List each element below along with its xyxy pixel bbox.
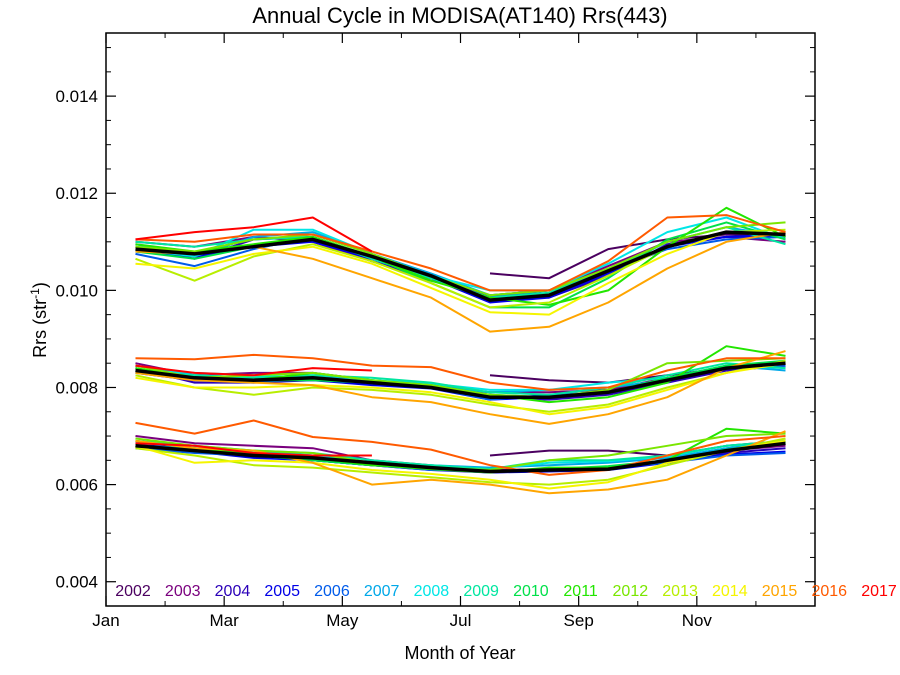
x-tick-label: Nov <box>682 611 713 630</box>
y-axis-title: Rrs (str-1) <box>28 282 50 358</box>
y-tick-label: 0.012 <box>55 184 98 203</box>
series-line-2014 <box>135 439 786 490</box>
climatology-line <box>135 361 786 399</box>
series-line-2012 <box>135 221 786 297</box>
series-line-2017 <box>135 364 372 377</box>
series-line-2014 <box>135 362 786 416</box>
plot-lines <box>135 206 786 495</box>
series-line-2013 <box>135 359 786 413</box>
series-line-2008 <box>135 216 786 292</box>
legend-label-2009: 2009 <box>463 583 499 600</box>
y-tick-label: 0.010 <box>55 281 98 300</box>
plot-frame <box>105 32 816 607</box>
y-axis-title-superscript: -1 <box>28 288 42 299</box>
y-tick-labels: 0.004 0.006 0.008 0.010 0.012 0.014 <box>55 87 98 592</box>
legend-label-2016: 2016 <box>811 583 847 600</box>
legend-label-2015: 2015 <box>762 583 798 600</box>
climatology-line <box>135 441 786 474</box>
legend: 2002 2003 2004 2005 2006 2007 2008 2009 2010 2011… <box>115 583 897 600</box>
series-line-2016 <box>135 214 786 292</box>
legend-label-2014: 2014 <box>712 583 748 600</box>
x-tick-label: Jan <box>92 611 119 630</box>
series-line-2016 <box>135 419 786 476</box>
y-tick-label: 0.014 <box>55 87 98 106</box>
y-axis-title-close: ) <box>30 282 50 288</box>
legend-label-2012: 2012 <box>613 583 649 600</box>
x-tick-label: May <box>326 611 359 630</box>
legend-label-2005: 2005 <box>264 583 300 600</box>
x-tick-labels: Jan Mar May Jul Sep Nov <box>92 611 712 630</box>
axis-ticks <box>105 33 815 607</box>
x-tick-label: Jul <box>450 611 472 630</box>
x-tick-label: Mar <box>210 611 240 630</box>
x-tick-label: Sep <box>564 611 594 630</box>
legend-label-2002: 2002 <box>115 583 151 600</box>
y-tick-label: 0.008 <box>55 378 98 397</box>
series-line-2017 <box>135 442 372 457</box>
series-line-2014 <box>135 231 786 316</box>
legend-label-2008: 2008 <box>414 583 450 600</box>
legend-label-2010: 2010 <box>513 583 549 600</box>
legend-label-2017: 2017 <box>861 583 897 600</box>
series-line-2017 <box>135 216 373 253</box>
chart-title: Annual Cycle in MODISA(AT140) Rrs(443) <box>252 3 667 28</box>
y-tick-label: 0.004 <box>55 573 98 592</box>
series-line-2015 <box>135 350 786 425</box>
x-axis-title: Month of Year <box>404 643 515 663</box>
legend-label-2006: 2006 <box>314 583 350 600</box>
legend-label-2003: 2003 <box>165 583 201 600</box>
legend-label-2007: 2007 <box>364 583 400 600</box>
climatology-line <box>135 230 786 302</box>
series-line-2016 <box>135 353 786 391</box>
series-line-2002 <box>489 233 786 280</box>
series-line-2013 <box>135 437 786 486</box>
series-line-2015 <box>135 430 786 495</box>
y-tick-label: 0.006 <box>55 476 98 495</box>
y-axis-title-main: Rrs (str <box>30 299 50 358</box>
legend-label-2013: 2013 <box>662 583 698 600</box>
legend-label-2004: 2004 <box>215 583 251 600</box>
legend-label-2011: 2011 <box>563 583 598 600</box>
series-line-2009 <box>135 362 786 396</box>
